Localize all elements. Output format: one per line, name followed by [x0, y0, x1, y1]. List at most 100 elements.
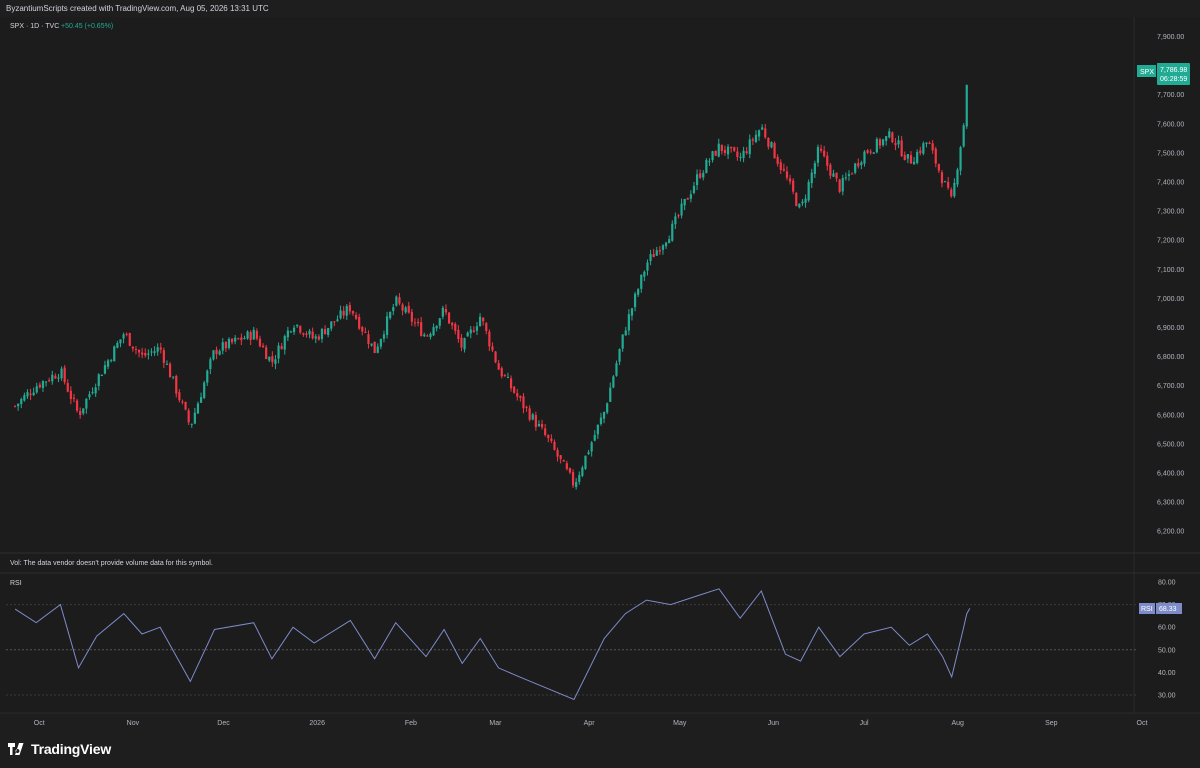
candle-body [733, 147, 736, 151]
candle-body [299, 326, 302, 333]
candle-body [212, 350, 215, 360]
candle-body [767, 137, 770, 147]
candle-body [181, 401, 184, 403]
candle-body [903, 155, 906, 160]
time-axis-tick: Dec [217, 720, 230, 727]
candle-body [748, 139, 751, 155]
candle-body [435, 325, 438, 329]
candle-body [38, 384, 41, 388]
candle-body [466, 332, 469, 337]
price-axis-tick: 6,700.00 [1157, 383, 1184, 390]
candle-body [485, 323, 488, 332]
candle-body [900, 140, 903, 157]
price-axis-tick: 7,100.00 [1157, 267, 1184, 274]
candle-body [196, 403, 200, 414]
candle-body [888, 131, 891, 138]
candle-body [705, 159, 708, 173]
rsi-tag-value-bg [1156, 603, 1182, 614]
candle-body [720, 144, 723, 152]
candle-body [544, 428, 547, 436]
candle-body [32, 392, 35, 396]
candle-body [497, 363, 500, 370]
candle-body [330, 321, 333, 329]
candle-body [190, 423, 193, 425]
candle-body [525, 406, 528, 408]
candle-body [305, 333, 308, 335]
candle-body [593, 434, 596, 441]
candle-body [599, 417, 603, 424]
price-tag-symbol: SPX [1140, 69, 1154, 76]
price-axis-tick: 7,500.00 [1157, 150, 1184, 157]
tradingview-mark-icon [8, 743, 24, 755]
candle-body [469, 329, 472, 334]
candle-body [252, 329, 255, 340]
candle-body [41, 381, 45, 388]
candle-body [959, 147, 962, 171]
candle-body [457, 330, 460, 339]
chart-area[interactable] [0, 17, 1200, 713]
candle-body [268, 356, 271, 361]
candle-body [550, 438, 553, 441]
candle-body [615, 363, 618, 376]
candle-body [934, 148, 937, 164]
legend-change: +50.45 (+0.65%) [61, 23, 113, 30]
candle-body [723, 149, 727, 153]
candle-body [872, 152, 875, 154]
candle-body [215, 349, 218, 355]
volume-note: Vol: The data vendor doesn't provide vol… [10, 560, 213, 567]
candle-body [404, 307, 407, 313]
candle-body [203, 382, 206, 398]
candle-body [494, 351, 497, 363]
candle-body [655, 250, 658, 256]
candle-body [389, 311, 392, 319]
candle-body [323, 329, 327, 335]
candle-body [119, 339, 122, 344]
candle-body [227, 338, 231, 348]
price-tag-value-bg [1157, 63, 1190, 85]
candle-body [407, 305, 410, 313]
candle-body [785, 171, 789, 178]
candle-body [29, 393, 32, 395]
candle-body [113, 346, 116, 362]
tradingview-logo[interactable]: TradingView [8, 741, 111, 757]
candle-body [128, 333, 131, 346]
candle-body [345, 306, 348, 316]
candle-body [754, 134, 758, 142]
candle-body [193, 412, 196, 424]
candle-body [187, 410, 190, 423]
candle-body [308, 330, 311, 335]
candle-body [761, 127, 764, 130]
candle-body [956, 169, 959, 185]
candle-body [621, 334, 624, 349]
candle-body [460, 337, 463, 348]
candle-body [950, 189, 953, 197]
candle-body [283, 336, 286, 350]
candle-body [553, 441, 556, 450]
rsi-label[interactable]: RSI [10, 580, 22, 587]
time-axis-tick: Apr [584, 720, 596, 727]
candle-body [661, 245, 665, 250]
candle-body [327, 327, 330, 335]
chart-svg[interactable]: 7,900.007,800.007,700.007,600.007,500.00… [0, 0, 1200, 733]
candle-body [680, 203, 683, 216]
candle-body [339, 310, 342, 319]
candle-body [156, 347, 159, 352]
candle-body [838, 179, 841, 192]
candle-body [103, 365, 107, 374]
candle-body [209, 359, 212, 370]
candle-body [44, 381, 48, 383]
candle-body [823, 150, 826, 157]
candle-body [658, 250, 661, 252]
candle-body [333, 321, 336, 323]
candle-body [736, 151, 739, 158]
candle-body [237, 338, 240, 340]
candle-body [35, 386, 38, 393]
candle-body [162, 350, 165, 363]
candle-body [274, 359, 277, 364]
price-axis-tick: 6,600.00 [1157, 412, 1184, 419]
legend-symbol[interactable]: SPX · 1D · TVC [10, 23, 59, 30]
candle-body [26, 392, 29, 397]
time-axis-tick: 2026 [309, 720, 325, 727]
candle-body [82, 408, 85, 414]
candle-body [351, 311, 355, 314]
